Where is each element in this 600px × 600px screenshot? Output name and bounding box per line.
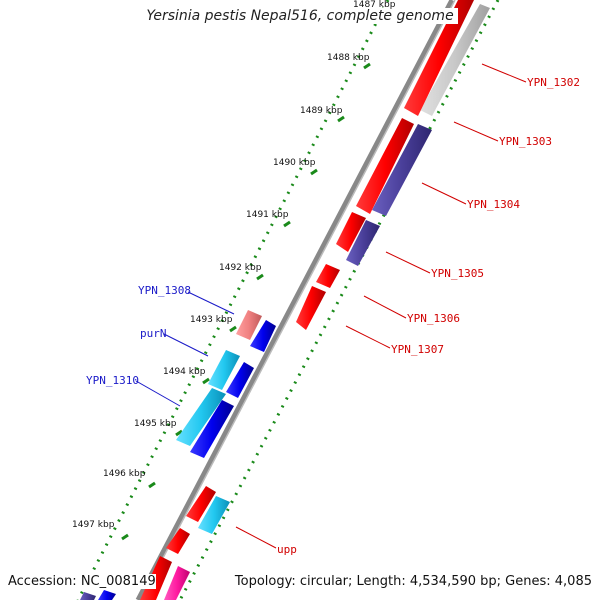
genome-backbone-highlight: [140, 0, 456, 600]
gene-label-upp[interactable]: upp: [277, 543, 297, 556]
gene-ypn1308-pink[interactable]: [236, 310, 262, 340]
tick-label-1492: 1492 kbp: [219, 263, 262, 273]
tick-label-1493: 1493 kbp: [190, 315, 233, 325]
genome-title: Yersinia pestis Nepal516, complete genom…: [0, 8, 600, 24]
gene-purn-cyan[interactable]: [208, 350, 240, 390]
gene-label-ypn1306[interactable]: YPN_1306: [407, 312, 460, 325]
tick-label-1490: 1490 kbp: [273, 158, 316, 168]
gene-label-ypn1302[interactable]: YPN_1302: [527, 76, 580, 89]
tick-label-1489: 1489 kbp: [300, 106, 343, 116]
gene-label-ypn1310[interactable]: YPN_1310: [86, 374, 139, 387]
gene-ypn1308-blue[interactable]: [250, 320, 276, 352]
gene-label-purn[interactable]: purN: [140, 327, 167, 340]
gene-ypn1306-red[interactable]: [316, 264, 340, 288]
gene-label-ypn1308[interactable]: YPN_1308: [138, 284, 191, 297]
gene-label-ypn1305[interactable]: YPN_1305: [431, 267, 484, 280]
inner-tick-ring: [178, 0, 500, 600]
label-leaders: [135, 63, 527, 549]
gene-ypn1310-blue[interactable]: [190, 400, 234, 458]
tick-label-1494: 1494 kbp: [163, 367, 206, 377]
gene-ypn1303-purple[interactable]: [372, 124, 432, 216]
gene-label-ypn1304[interactable]: YPN_1304: [467, 198, 520, 211]
gene-ypn1304-red[interactable]: [356, 118, 414, 214]
tick-label-1487: 1487 kbp: [353, 0, 396, 10]
gene-purn-blue[interactable]: [226, 362, 254, 398]
tick-label-1488: 1488 kbp: [327, 53, 370, 63]
gene-ypn1305-red[interactable]: [336, 212, 366, 252]
genome-backbone: [135, 0, 455, 600]
gene-blue-lower[interactable]: [98, 590, 116, 600]
gene-red-lower-2[interactable]: [166, 528, 190, 554]
topology-summary: Topology: circular; Length: 4,534,590 bp…: [234, 574, 592, 589]
gene-ypn1302-red[interactable]: [404, 0, 474, 116]
gene-red-lower-3[interactable]: [140, 556, 172, 600]
gene-ypn1302-grey[interactable]: [420, 4, 490, 116]
genome-title-text: Yersinia pestis Nepal516, complete genom…: [142, 8, 458, 24]
gene-upp-cyan[interactable]: [198, 496, 230, 534]
gene-red-lower-1[interactable]: [186, 486, 216, 522]
tick-label-1495: 1495 kbp: [134, 419, 177, 429]
tick-marks: [121, 10, 381, 541]
gene-purple-lower[interactable]: [80, 592, 96, 600]
gene-ypn1305-purple[interactable]: [346, 220, 380, 266]
outer-tick-ring: [76, 0, 390, 600]
gene-ypn1310-cyan[interactable]: [176, 388, 226, 446]
tick-label-1491: 1491 kbp: [246, 210, 289, 220]
tick-label-1497: 1497 kbp: [72, 520, 115, 530]
accession-label: Accession: NC_008149: [8, 574, 156, 589]
tick-label-1496: 1496 kbp: [103, 469, 146, 479]
gene-label-ypn1303[interactable]: YPN_1303: [499, 135, 552, 148]
gene-magenta-lower[interactable]: [164, 566, 190, 600]
gene-label-ypn1307[interactable]: YPN_1307: [391, 343, 444, 356]
gene-ypn1307-red[interactable]: [296, 286, 326, 330]
